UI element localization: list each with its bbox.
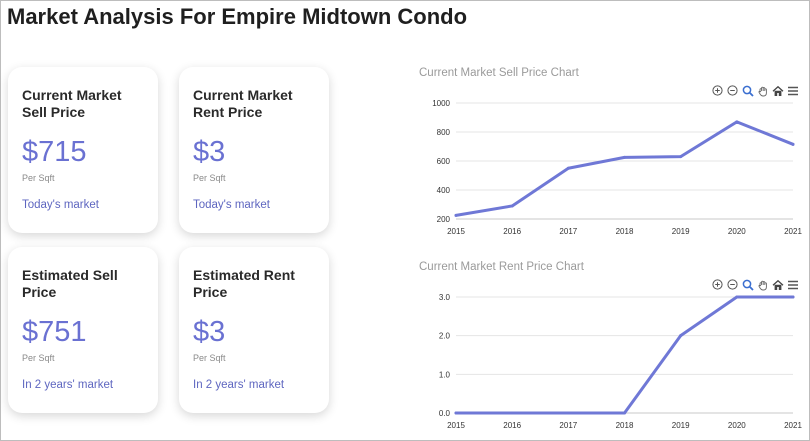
x-tick-label: 2018 <box>616 421 634 430</box>
card-value: $715 <box>22 136 87 168</box>
y-tick-label: 1.0 <box>439 370 451 379</box>
data-point <box>454 411 458 415</box>
data-point <box>735 295 739 299</box>
x-tick-label: 2018 <box>616 227 634 236</box>
card-estimated-sell-price: Estimated Sell Price $751 Per Sqft In 2 … <box>8 247 158 413</box>
data-point <box>566 166 570 170</box>
data-point <box>735 120 739 124</box>
x-tick-label: 2020 <box>728 421 746 430</box>
pan-hand-icon[interactable] <box>756 84 769 97</box>
y-tick-label: 400 <box>437 186 451 195</box>
data-point <box>623 411 626 415</box>
y-tick-label: 200 <box>437 215 451 224</box>
card-footer: In 2 years' market <box>22 379 114 391</box>
card-title: Estimated Sell Price <box>22 267 118 300</box>
x-tick-label: 2019 <box>672 421 690 430</box>
x-tick-label: 2020 <box>728 227 746 236</box>
rent-chart-title: Current Market Rent Price Chart <box>419 261 584 273</box>
zoom-select-icon[interactable] <box>741 84 754 97</box>
card-unit: Per Sqft <box>193 173 226 183</box>
x-tick-label: 2021 <box>784 421 802 430</box>
menu-icon[interactable] <box>786 84 799 97</box>
data-point <box>623 155 626 159</box>
zoom-out-icon[interactable] <box>726 84 739 97</box>
card-title: Current Market Sell Price <box>22 87 122 120</box>
x-tick-label: 2016 <box>503 227 521 236</box>
x-tick-label: 2015 <box>447 227 465 236</box>
data-point <box>791 295 795 299</box>
data-point <box>510 204 514 208</box>
card-value: $3 <box>193 136 226 168</box>
card-value: $751 <box>22 316 87 348</box>
x-tick-label: 2017 <box>559 227 577 236</box>
x-tick-label: 2015 <box>447 421 465 430</box>
y-tick-label: 800 <box>437 128 451 137</box>
menu-icon[interactable] <box>786 278 799 291</box>
data-point <box>679 334 683 338</box>
card-title: Current Market Rent Price <box>193 87 293 120</box>
rent-chart-toolbar <box>711 278 799 291</box>
y-tick-label: 0.0 <box>439 409 451 418</box>
zoom-in-icon[interactable] <box>711 278 724 291</box>
page-title: Market Analysis For Empire Midtown Condo <box>7 4 468 29</box>
x-tick-label: 2019 <box>672 227 690 236</box>
x-tick-label: 2017 <box>559 421 577 430</box>
zoom-select-icon[interactable] <box>741 278 754 291</box>
y-tick-label: 2.0 <box>439 332 451 341</box>
card-value: $3 <box>193 316 226 348</box>
card-footer: In 2 years' market <box>193 379 285 391</box>
series-line <box>454 295 795 415</box>
zoom-in-icon[interactable] <box>711 84 724 97</box>
data-point <box>566 411 570 415</box>
zoom-out-icon[interactable] <box>726 278 739 291</box>
card-current-rent-price: Current Market Rent Price $3 Per Sqft To… <box>179 67 329 233</box>
data-point <box>510 411 514 415</box>
card-current-sell-price: Current Market Sell Price $715 Per Sqft … <box>8 67 158 233</box>
x-tick-label: 2021 <box>784 227 802 236</box>
card-unit: Per Sqft <box>22 353 55 363</box>
card-unit: Per Sqft <box>193 353 226 363</box>
card-unit: Per Sqft <box>22 173 55 183</box>
card-title: Estimated Rent Price <box>193 267 295 300</box>
rent-price-chart: 0.0 1.0 2.0 3.0 2015 2016 2017 2018 2019 2020 2021 <box>439 293 803 430</box>
card-estimated-rent-price: Estimated Rent Price $3 Per Sqft In 2 ye… <box>179 247 329 413</box>
sell-price-chart: 200 400 600 800 1000 2015 2016 2017 2018 2019 2020… <box>432 99 802 236</box>
data-point <box>791 142 795 146</box>
data-point <box>679 155 683 159</box>
home-icon[interactable] <box>771 278 784 291</box>
y-tick-label: 600 <box>437 157 451 166</box>
sell-chart-toolbar <box>711 84 799 97</box>
data-point <box>454 213 458 217</box>
x-tick-label: 2016 <box>503 421 521 430</box>
y-tick-label: 1000 <box>432 99 450 108</box>
series-line <box>454 120 795 217</box>
y-tick-label: 3.0 <box>439 293 451 302</box>
card-footer: Today's market <box>22 199 99 211</box>
home-icon[interactable] <box>771 84 784 97</box>
sell-chart-title: Current Market Sell Price Chart <box>419 67 579 79</box>
card-footer: Today's market <box>193 199 270 211</box>
pan-hand-icon[interactable] <box>756 278 769 291</box>
